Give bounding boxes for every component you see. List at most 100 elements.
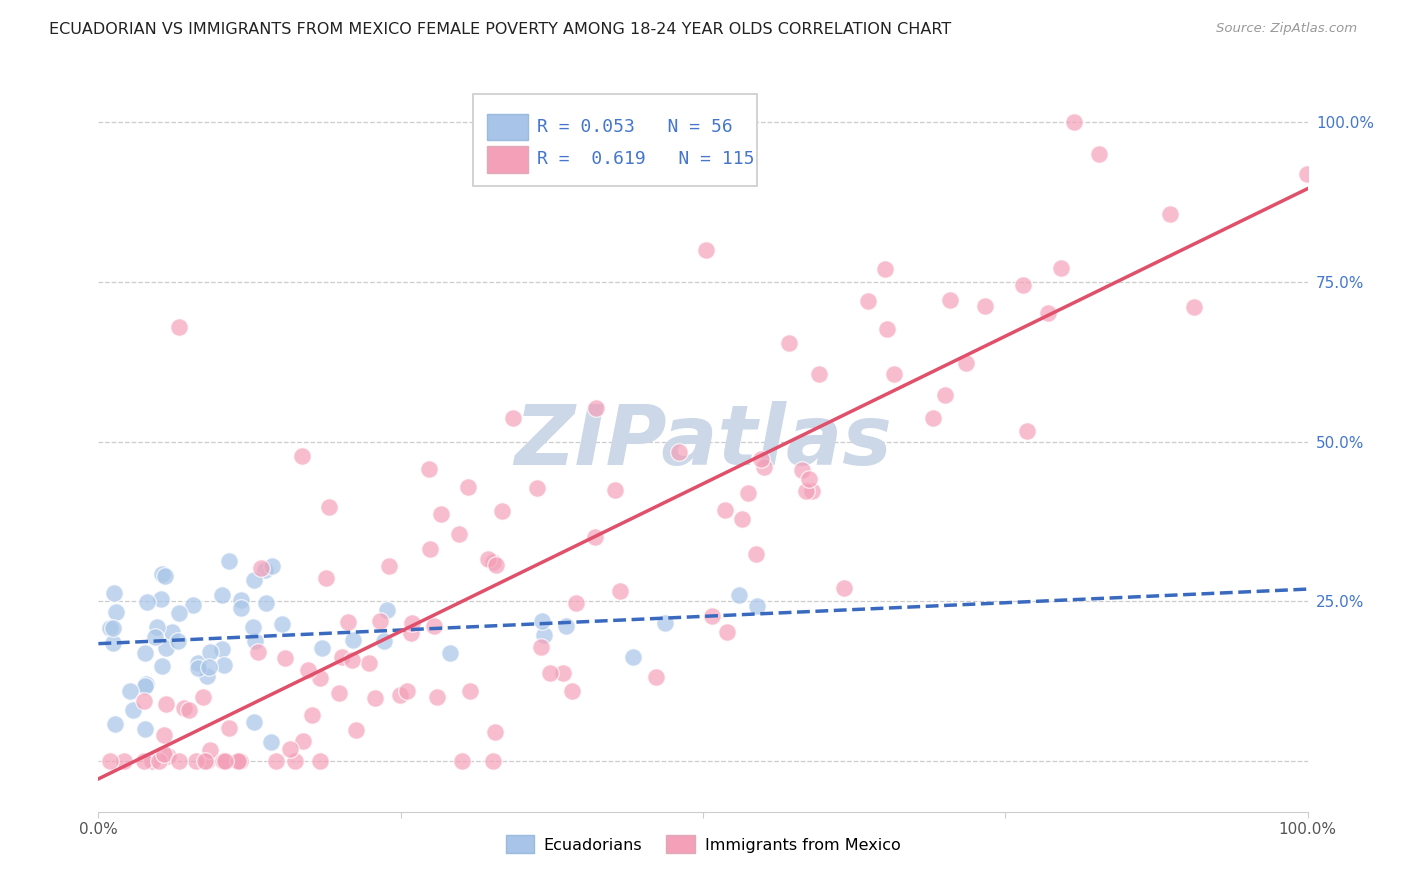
Text: R = 0.053   N = 56: R = 0.053 N = 56: [537, 118, 733, 136]
Point: [134, 646, 156, 660]
Point: [363, 691, 385, 706]
Point: [426, 690, 449, 704]
Point: [800, 484, 823, 499]
Point: [451, 754, 474, 768]
Point: [101, 636, 124, 650]
Point: [533, 628, 555, 642]
Point: [858, 294, 880, 309]
Point: [342, 632, 364, 647]
Point: [695, 243, 717, 257]
Point: [714, 502, 737, 516]
Point: [585, 401, 607, 415]
Point: [242, 715, 264, 730]
Point: [645, 670, 668, 684]
Point: [737, 486, 759, 500]
FancyBboxPatch shape: [486, 113, 527, 140]
Point: [191, 690, 214, 705]
Point: [309, 671, 332, 685]
Point: [1159, 207, 1181, 221]
Point: [1017, 424, 1039, 438]
Point: [274, 651, 297, 665]
Point: [315, 570, 337, 584]
Point: [103, 586, 125, 600]
Point: [808, 367, 831, 381]
Point: [253, 563, 276, 577]
Point: [226, 754, 249, 768]
Point: [502, 410, 524, 425]
Point: [1063, 115, 1085, 129]
Point: [318, 500, 340, 515]
Point: [538, 666, 561, 681]
Point: [187, 661, 209, 675]
Point: [373, 633, 395, 648]
Point: [328, 686, 350, 700]
Point: [150, 591, 173, 606]
Point: [429, 508, 451, 522]
Point: [278, 742, 301, 756]
Point: [186, 754, 208, 768]
Point: [745, 547, 768, 561]
Point: [728, 588, 751, 602]
Point: [218, 721, 240, 735]
Point: [457, 480, 479, 494]
FancyBboxPatch shape: [486, 146, 527, 173]
Point: [531, 614, 554, 628]
Point: [716, 625, 738, 640]
Point: [399, 625, 422, 640]
Text: ECUADORIAN VS IMMIGRANTS FROM MEXICO FEMALE POVERTY AMONG 18-24 YEAR OLDS CORREL: ECUADORIAN VS IMMIGRANTS FROM MEXICO FEM…: [49, 22, 952, 37]
Point: [247, 645, 270, 659]
Point: [98, 754, 121, 768]
Point: [401, 616, 423, 631]
Point: [1036, 306, 1059, 320]
Point: [752, 459, 775, 474]
Point: [484, 558, 506, 573]
Point: [143, 630, 166, 644]
Text: ZIPatlas: ZIPatlas: [515, 401, 891, 482]
Point: [731, 512, 754, 526]
Point: [150, 566, 173, 581]
Point: [1087, 147, 1109, 161]
Point: [135, 594, 157, 608]
Point: [458, 683, 481, 698]
Point: [134, 722, 156, 736]
Point: [134, 694, 156, 708]
Point: [654, 615, 676, 630]
Point: [292, 734, 315, 748]
Point: [939, 293, 962, 307]
Point: [167, 606, 190, 620]
Point: [794, 484, 817, 499]
Point: [790, 463, 813, 477]
Point: [481, 555, 503, 569]
Point: [101, 621, 124, 635]
Point: [284, 754, 307, 768]
Point: [218, 554, 240, 568]
Point: [484, 725, 506, 739]
FancyBboxPatch shape: [474, 94, 758, 186]
Point: [214, 754, 236, 768]
Point: [135, 677, 157, 691]
Point: [973, 300, 995, 314]
Point: [388, 688, 411, 702]
Point: [260, 734, 283, 748]
Point: [449, 527, 471, 541]
Point: [934, 388, 956, 402]
Point: [228, 754, 250, 768]
Point: [530, 640, 553, 654]
Point: [700, 608, 723, 623]
Point: [551, 665, 574, 680]
Point: [112, 754, 135, 768]
Point: [560, 683, 582, 698]
Point: [419, 541, 441, 556]
Point: [155, 641, 177, 656]
Point: [609, 584, 631, 599]
Point: [194, 754, 217, 768]
Point: [291, 449, 314, 463]
Point: [150, 659, 173, 673]
Point: [778, 335, 800, 350]
Point: [481, 754, 503, 768]
Point: [134, 679, 156, 693]
Point: [340, 653, 363, 667]
Point: [1182, 300, 1205, 314]
Point: [256, 596, 278, 610]
Point: [883, 367, 905, 381]
